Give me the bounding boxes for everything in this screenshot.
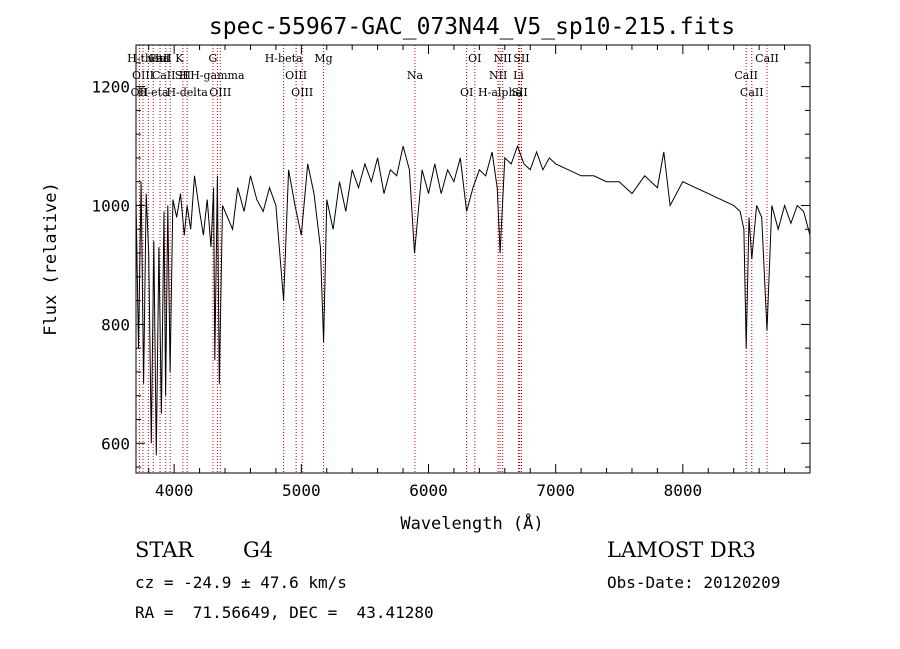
- y-tick-label: 800: [101, 315, 130, 334]
- spectral-line-label: G: [209, 52, 218, 65]
- spectral-line-label: SII: [513, 52, 529, 65]
- spectral-line-label: H-eta: [138, 86, 169, 99]
- spectral-line-label: H-delta: [166, 86, 208, 99]
- spectral-line-label: H-gamma: [190, 69, 245, 82]
- spectral-line-label: OIII: [132, 69, 154, 82]
- y-tick-label: 1000: [91, 197, 130, 216]
- spectral-line-label: CaII: [755, 52, 779, 65]
- x-tick-label: 7000: [536, 481, 575, 500]
- observation-date: Obs-Date: 20120209: [607, 573, 781, 592]
- plot-frame: [135, 44, 811, 474]
- spectral-line-label: OI: [460, 86, 473, 99]
- spectral-line-label: OII: [131, 86, 149, 99]
- spectral-line-label: CaII H: [152, 69, 189, 82]
- spectral-line-label: SII: [175, 69, 191, 82]
- x-axis-label: Wavelength (Å): [400, 512, 543, 534]
- spectral-line-label: SII: [512, 86, 528, 99]
- x-tick-label: 6000: [409, 481, 448, 500]
- spectral-line-label: H-alpha: [478, 86, 523, 99]
- spectral-line-label: H-beta: [265, 52, 303, 65]
- spectral-line-label: CaII: [740, 86, 764, 99]
- y-axis-label: Flux (relative): [41, 182, 61, 336]
- x-tick-label: 8000: [664, 481, 703, 500]
- object-class: STAR: [135, 538, 194, 562]
- spectral-line-label: OI: [468, 52, 481, 65]
- redshift-velocity: cz = -24.9 ± 47.6 km/s: [135, 573, 347, 592]
- coordinates: RA = 71.56649, DEC = 43.41280: [135, 603, 434, 622]
- spectral-line-label: OIII: [291, 86, 313, 99]
- spectral-line-label: OIII: [209, 86, 231, 99]
- spectral-line-label: Na: [407, 69, 424, 82]
- spectral-line-label: NII: [493, 52, 511, 65]
- spectral-line-label: NII: [489, 69, 507, 82]
- spectral-line-label: CaII K: [148, 52, 184, 65]
- x-tick-label: 5000: [282, 481, 321, 500]
- y-tick-label: 600: [101, 434, 130, 453]
- spectral-line-label: Li: [513, 69, 524, 82]
- spectral-line-label: Mg: [314, 52, 332, 65]
- spectral-line-label: HeI: [150, 52, 170, 65]
- object-subclass: G4: [243, 538, 274, 562]
- spectral-line-label: CaII: [734, 69, 758, 82]
- x-tick-label: 4000: [155, 481, 194, 500]
- y-tick-label: 1200: [91, 78, 130, 97]
- spectral-line-label: H-theta: [127, 52, 170, 65]
- spectral-line-label: OIII: [285, 69, 307, 82]
- flux-series-line: [135, 144, 811, 456]
- chart-title: spec-55967-GAC_073N44_V5_sp10-215.fits: [209, 14, 735, 40]
- survey-name: LAMOST DR3: [607, 538, 756, 562]
